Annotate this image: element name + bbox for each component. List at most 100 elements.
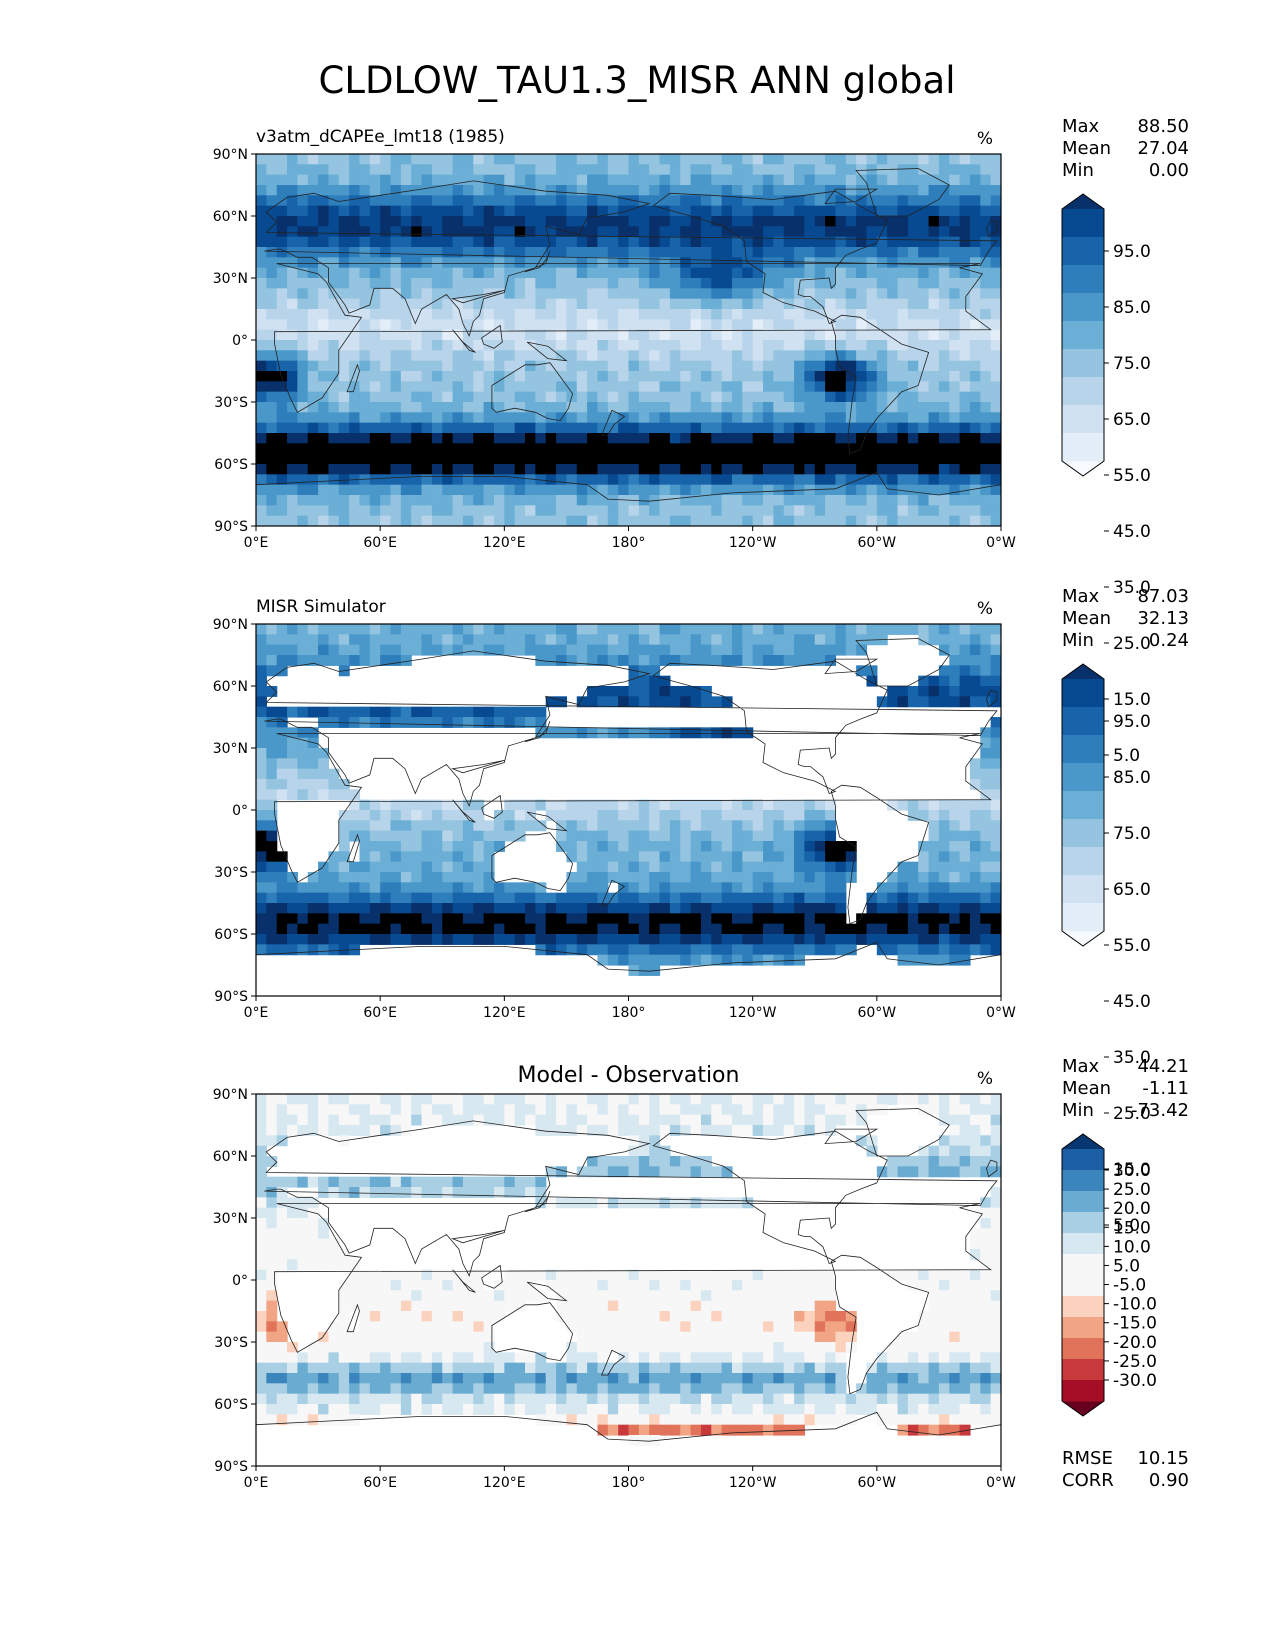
grid-cell xyxy=(773,371,785,382)
grid-cell xyxy=(266,644,278,656)
grid-cell xyxy=(794,841,806,852)
grid-cell xyxy=(431,422,443,434)
grid-cell xyxy=(421,257,433,269)
grid-cell xyxy=(556,655,568,666)
grid-cell xyxy=(266,350,278,362)
grid-cell xyxy=(804,820,816,832)
grid-cell xyxy=(504,1114,516,1126)
grid-cell xyxy=(349,1300,361,1312)
grid-cell xyxy=(680,1321,692,1333)
grid-cell xyxy=(266,433,278,444)
grid-cell xyxy=(369,1280,381,1291)
grid-cell xyxy=(587,205,599,217)
grid-cell xyxy=(763,381,774,393)
grid-cell xyxy=(721,799,733,811)
grid-cell xyxy=(431,1290,443,1302)
grid-cell xyxy=(659,505,671,517)
grid-cell xyxy=(597,391,609,403)
grid-cell xyxy=(918,799,930,811)
grid-cell xyxy=(359,474,371,486)
grid-cell xyxy=(938,903,950,914)
grid-cell xyxy=(649,288,661,300)
grid-cell xyxy=(628,872,640,883)
grid-cell xyxy=(628,675,640,687)
grid-cell xyxy=(752,412,764,424)
grid-cell xyxy=(452,433,464,444)
grid-cell xyxy=(949,484,961,496)
grid-cell xyxy=(814,830,826,842)
grid-cell xyxy=(338,288,350,300)
grid-cell xyxy=(421,298,433,310)
grid-cell xyxy=(990,820,1001,832)
grid-cell xyxy=(318,1238,330,1250)
grid-cell xyxy=(680,298,692,310)
grid-cell xyxy=(307,257,319,269)
grid-cell xyxy=(545,247,557,258)
grid-cell xyxy=(452,474,464,486)
grid-cell xyxy=(721,154,733,165)
grid-cell xyxy=(938,319,950,331)
grid-cell xyxy=(566,1269,578,1281)
grid-cell xyxy=(380,495,392,506)
grid-cell xyxy=(597,634,609,646)
grid-cell xyxy=(266,309,278,320)
grid-cell xyxy=(897,164,909,176)
grid-cell xyxy=(369,174,381,186)
grid-cell xyxy=(752,329,764,341)
grid-cell xyxy=(918,391,930,403)
grid-cell xyxy=(349,1176,361,1188)
grid-cell xyxy=(731,484,743,496)
grid-cell xyxy=(918,340,930,351)
grid-cell xyxy=(307,872,319,883)
grid-cell xyxy=(638,288,650,300)
grid-cell xyxy=(928,422,940,434)
grid-cell xyxy=(700,443,712,455)
grid-cell xyxy=(421,205,433,217)
grid-cell xyxy=(287,298,298,310)
grid-cell xyxy=(897,892,909,904)
grid-cell xyxy=(607,727,619,739)
grid-cell xyxy=(680,185,692,196)
grid-cell xyxy=(690,247,702,258)
grid-cell xyxy=(307,174,319,186)
grid-cell xyxy=(794,216,806,227)
grid-cell xyxy=(969,1238,981,1250)
grid-cell xyxy=(504,381,516,393)
grid-cell xyxy=(597,288,609,300)
grid-cell xyxy=(369,706,381,718)
grid-cell xyxy=(856,360,868,372)
grid-cell xyxy=(690,402,702,413)
grid-cell xyxy=(318,474,330,486)
grid-cell xyxy=(576,644,588,656)
grid-cell xyxy=(297,474,309,486)
grid-cell xyxy=(752,495,764,506)
grid-cell xyxy=(731,1104,743,1116)
grid-cell xyxy=(442,185,454,196)
grid-cell xyxy=(794,624,806,635)
grid-cell xyxy=(731,820,743,832)
grid-cell xyxy=(462,422,474,434)
grid-cell xyxy=(649,402,661,413)
grid-cell xyxy=(825,164,837,176)
grid-cell xyxy=(814,360,826,372)
grid-cell xyxy=(545,391,557,403)
grid-cell xyxy=(628,923,640,935)
grid-cell xyxy=(493,464,505,475)
grid-cell xyxy=(452,505,464,517)
grid-cell xyxy=(897,624,909,635)
grid-cell xyxy=(752,164,764,176)
grid-cell xyxy=(328,298,340,310)
grid-cell xyxy=(607,412,619,424)
grid-cell xyxy=(297,1114,309,1126)
grid-cell xyxy=(556,1280,568,1291)
grid-cell xyxy=(783,515,795,526)
grid-cell xyxy=(556,319,568,331)
grid-cell xyxy=(576,1311,588,1322)
grid-cell xyxy=(990,903,1001,914)
grid-cell xyxy=(669,236,681,248)
grid-cell xyxy=(721,882,733,894)
grid-cell xyxy=(659,174,671,186)
grid-cell xyxy=(380,1187,392,1198)
grid-cell xyxy=(431,923,443,935)
grid-cell xyxy=(328,309,340,320)
